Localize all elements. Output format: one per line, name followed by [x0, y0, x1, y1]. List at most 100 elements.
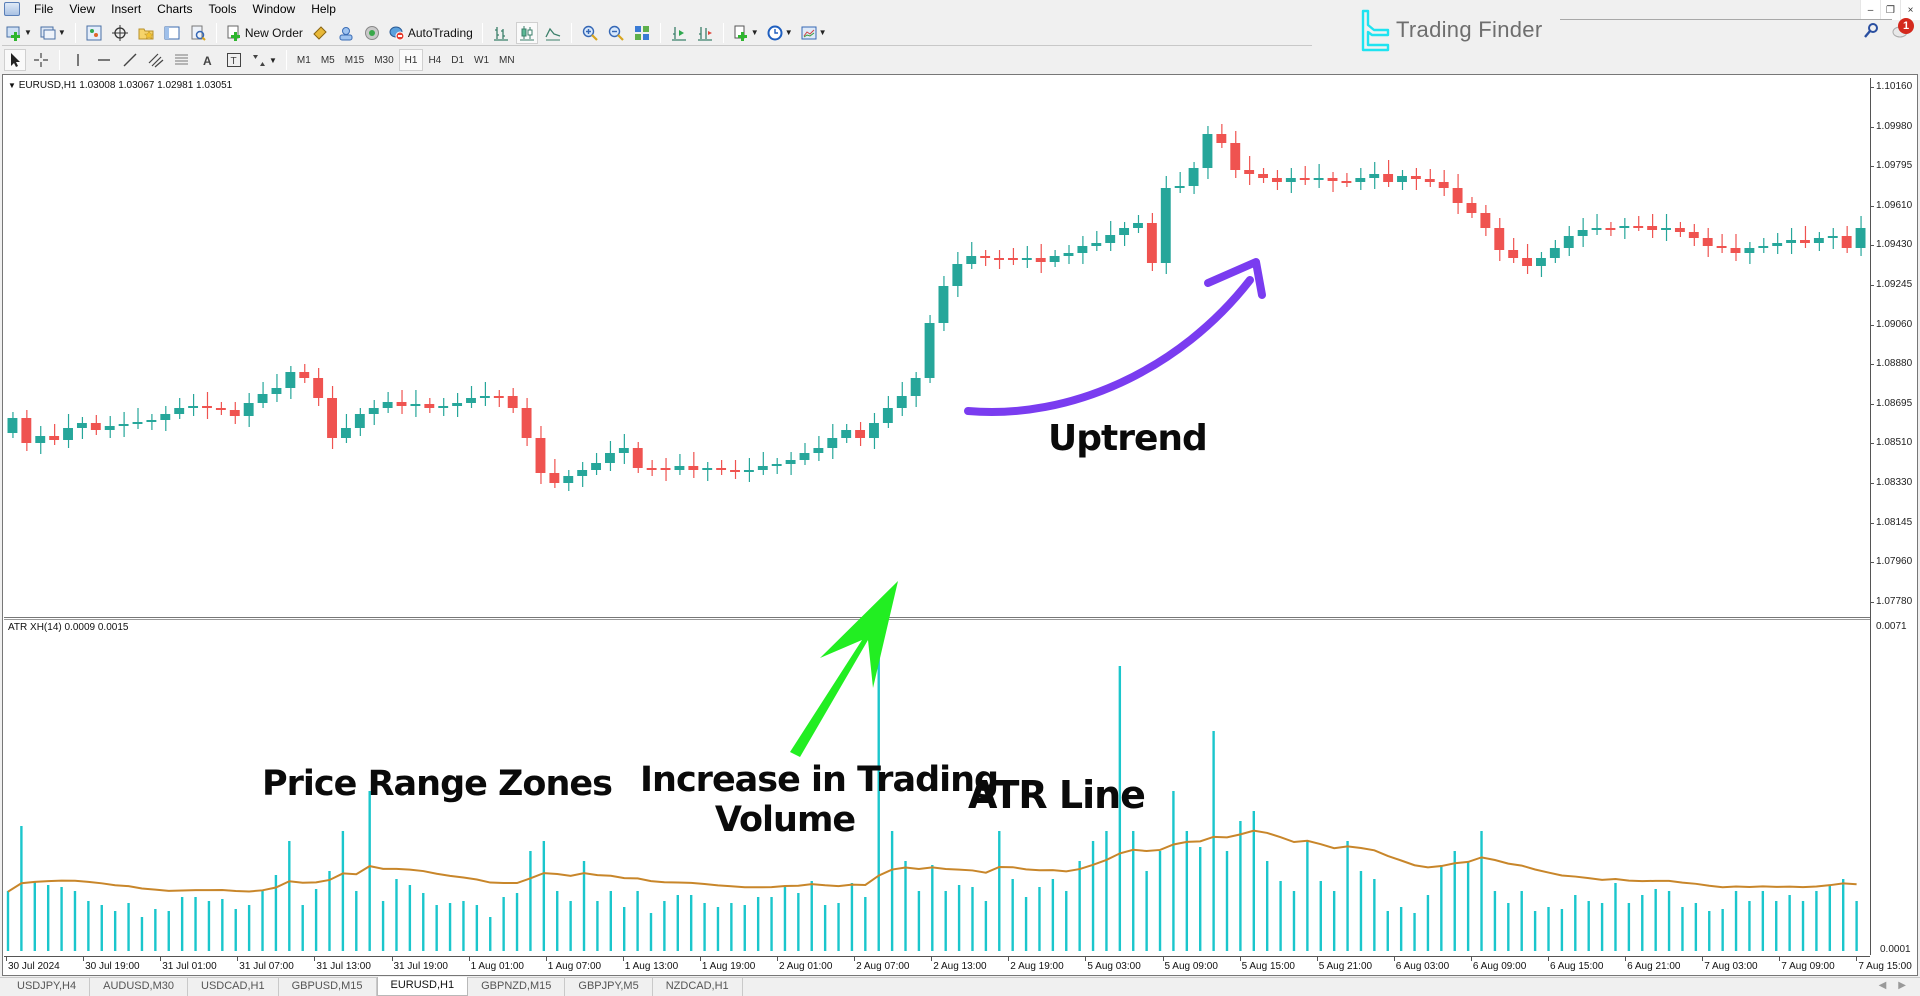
time-axis-label: 7 Aug 15:00 [1858, 961, 1912, 972]
signals-button[interactable] [361, 22, 383, 44]
profiles-button[interactable]: ▼ [38, 22, 68, 44]
brand-divider [1560, 19, 1892, 20]
menu-file[interactable]: File [34, 2, 54, 16]
tab-gbpjpy-m5[interactable]: GBPJPY,M5 [565, 978, 653, 996]
tab-audusd-m30[interactable]: AUDUSD,M30 [90, 978, 189, 996]
menu-bar: File View Insert Charts Tools Window Hel… [0, 0, 1920, 18]
time-axis-tick [777, 957, 778, 961]
horizontal-line-button[interactable] [93, 49, 115, 71]
minimize-button[interactable]: – [1860, 0, 1880, 20]
standard-toolbar: ▼ ▼ New Order [2, 20, 1312, 46]
indicators-button[interactable]: ▼ [731, 22, 761, 44]
chart-shift-button[interactable] [694, 22, 716, 44]
candlestick-chart-button[interactable] [515, 21, 538, 44]
line-chart-button[interactable] [542, 22, 564, 44]
market-watch-button[interactable] [83, 22, 105, 44]
clock-icon [767, 25, 783, 40]
text-tool-button[interactable]: A [197, 49, 219, 71]
periods-button[interactable]: ▼ [765, 22, 795, 44]
price-axis-label: 1.08510 [1876, 437, 1913, 449]
timeframe-mn[interactable]: MN [499, 54, 515, 66]
autotrading-button[interactable]: AutoTrading [387, 22, 475, 44]
timeframe-h4[interactable]: H4 [428, 54, 442, 66]
zoom-in-button[interactable] [579, 22, 601, 44]
timeframe-m30[interactable]: M30 [374, 54, 394, 66]
tile-windows-button[interactable] [631, 22, 653, 44]
timeframe-d1[interactable]: D1 [451, 54, 465, 66]
community-button[interactable] [335, 22, 357, 44]
chart-tabs: USDJPY,H4 AUDUSD,M30 USDCAD,H1 GBPUSD,M1… [0, 977, 1920, 996]
price-pane[interactable] [4, 78, 1870, 616]
price-axis-label: 1.08145 [1876, 516, 1913, 528]
text-a-icon: A [203, 54, 212, 68]
time-axis: 30 Jul 2024 30 Jul 19:00 31 Jul 01:00 31 Ju… [4, 956, 1912, 976]
atr-indicator-pane[interactable] [4, 621, 1870, 955]
svg-text:A: A [203, 54, 212, 68]
close-button[interactable]: × [1900, 0, 1920, 20]
price-axis-label: 1.08695 [1876, 397, 1913, 409]
trendline-button[interactable] [119, 49, 141, 71]
search-icon[interactable] [1864, 23, 1878, 39]
timeframe-m1[interactable]: M1 [296, 54, 311, 66]
collapse-triangle-icon[interactable]: ▼ [8, 81, 16, 90]
chart-window[interactable] [2, 74, 1918, 976]
scroll-left-icon[interactable]: ◀ [1878, 980, 1887, 991]
text-label-button[interactable]: T [223, 49, 245, 71]
timeframe-h1[interactable]: H1 [398, 49, 424, 71]
tab-nzdcad-h1[interactable]: NZDCAD,H1 [653, 978, 743, 996]
price-axis-tick [1870, 166, 1874, 168]
fibonacci-button[interactable] [171, 49, 193, 71]
menu-charts[interactable]: Charts [157, 2, 193, 16]
tab-gbpnzd-m15[interactable]: GBPNZD,M15 [468, 978, 566, 996]
data-window-button[interactable] [109, 22, 131, 44]
scroll-right-icon[interactable]: ▶ [1898, 980, 1906, 991]
time-axis-label: 6 Aug 03:00 [1395, 961, 1450, 972]
crosshair-icon [34, 53, 48, 67]
indicator-axis-min: 0.0001 [1880, 944, 1911, 955]
auto-scroll-button[interactable] [668, 22, 690, 44]
bar-chart-button[interactable] [490, 22, 512, 44]
price-axis-tick [1870, 285, 1874, 286]
chart-shift-icon [697, 26, 712, 41]
strategy-tester-button[interactable] [187, 22, 209, 44]
templates-button[interactable]: ▼ [799, 22, 829, 44]
menu-window[interactable]: Window [252, 2, 296, 16]
menu-help[interactable]: Help [311, 2, 336, 16]
tab-usdjpy-h4[interactable]: USDJPY,H4 [4, 978, 91, 996]
time-axis-label: 5 Aug 03:00 [1087, 961, 1141, 972]
time-axis-tick [931, 957, 933, 961]
time-axis-label: 2 Aug 07:00 [856, 961, 910, 972]
tab-eurusd-h1[interactable]: EURUSD,H1 [376, 977, 469, 996]
tab-gbpusd-m15[interactable]: GBPUSD,M15 [279, 978, 377, 996]
menu-tools[interactable]: Tools [208, 2, 237, 16]
equidistant-channel-button[interactable] [145, 49, 167, 71]
time-axis-tick [1856, 957, 1858, 961]
timeframe-m15[interactable]: M15 [344, 54, 365, 66]
pane-divider[interactable] [4, 617, 1870, 620]
price-axis [1870, 78, 1871, 955]
menu-insert[interactable]: Insert [111, 2, 142, 16]
price-axis-tick [1870, 403, 1874, 405]
restore-button[interactable]: ❐ [1880, 0, 1900, 20]
time-axis-tick [6, 957, 7, 961]
metaeditor-button[interactable] [309, 22, 331, 44]
menu-view[interactable]: View [69, 2, 96, 16]
terminal-window-icon [164, 26, 180, 39]
crosshair-tool-button[interactable] [30, 49, 52, 71]
time-axis-label: 7 Aug 09:00 [1781, 961, 1835, 972]
arrows-button[interactable]: ▼ [249, 49, 279, 71]
new-chart-button[interactable]: ▼ [4, 22, 34, 44]
terminal-button[interactable] [161, 22, 183, 44]
navigator-button[interactable] [135, 22, 157, 44]
indicator-header: ATR XH(14) 0.0009 0.0015 [8, 622, 129, 633]
timeframe-m5[interactable]: M5 [320, 54, 335, 66]
messages-button[interactable]: 1 [1892, 18, 1914, 40]
cursor-tool-button[interactable] [4, 49, 26, 71]
tab-usdcad-h1[interactable]: USDCAD,H1 [188, 978, 279, 996]
timeframe-w1[interactable]: W1 [474, 54, 490, 66]
vertical-line-button[interactable] [67, 49, 89, 71]
new-order-button[interactable]: New Order [224, 22, 305, 44]
zoom-out-button[interactable] [605, 22, 627, 44]
bar-chart-icon [493, 26, 508, 41]
metaeditor-icon [313, 25, 327, 40]
